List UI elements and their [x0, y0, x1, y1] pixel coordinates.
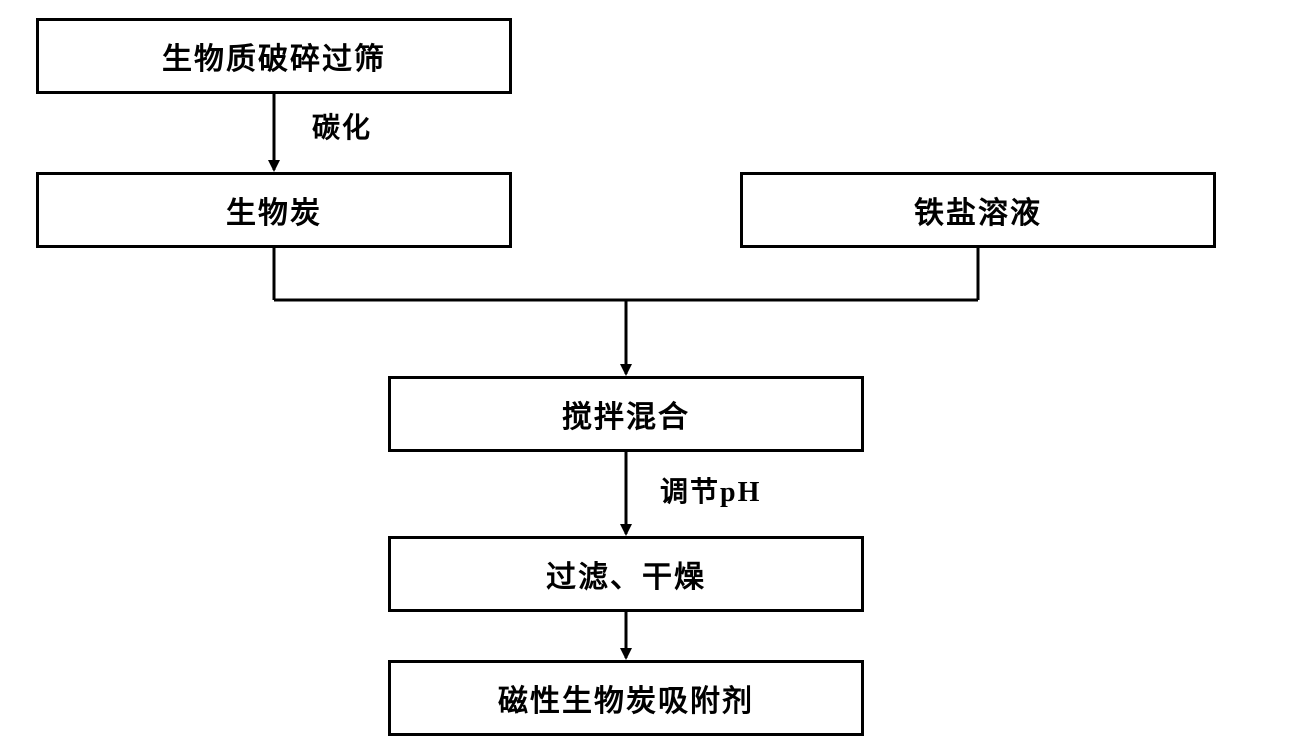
edge-label-adjust-ph: 调节pH [660, 470, 761, 510]
node-label: 磁性生物炭吸附剂 [498, 676, 754, 720]
node-magnetic-biochar-adsorbent: 磁性生物炭吸附剂 [388, 660, 864, 736]
node-filter-dry: 过滤、干燥 [388, 536, 864, 612]
node-biochar: 生物炭 [36, 172, 512, 248]
flowchart-connectors [0, 0, 1290, 741]
node-label: 生物质破碎过筛 [162, 34, 386, 78]
node-stir-mix: 搅拌混合 [388, 376, 864, 452]
node-label: 过滤、干燥 [546, 552, 706, 596]
node-biomass-crush-sieve: 生物质破碎过筛 [36, 18, 512, 94]
flowchart-canvas: 生物质破碎过筛 生物炭 铁盐溶液 搅拌混合 过滤、干燥 磁性生物炭吸附剂 碳化 … [0, 0, 1290, 741]
node-label: 生物炭 [226, 188, 322, 232]
edge-label-carbonize: 碳化 [312, 106, 372, 146]
node-label: 搅拌混合 [562, 392, 690, 436]
node-iron-salt-solution: 铁盐溶液 [740, 172, 1216, 248]
node-label: 铁盐溶液 [914, 188, 1042, 232]
